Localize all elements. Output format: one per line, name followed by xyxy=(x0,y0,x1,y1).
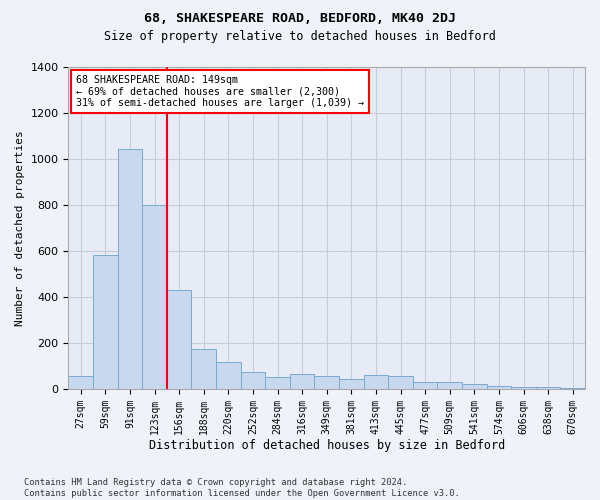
Text: Contains HM Land Registry data © Crown copyright and database right 2024.
Contai: Contains HM Land Registry data © Crown c… xyxy=(24,478,460,498)
Bar xyxy=(191,348,216,389)
Bar xyxy=(487,386,511,389)
X-axis label: Distribution of detached houses by size in Bedford: Distribution of detached houses by size … xyxy=(149,440,505,452)
Bar xyxy=(68,376,93,389)
Bar xyxy=(339,378,364,389)
Bar xyxy=(142,204,167,389)
Bar xyxy=(265,378,290,389)
Bar xyxy=(388,376,413,389)
Bar xyxy=(536,386,560,389)
Bar xyxy=(364,375,388,389)
Text: Size of property relative to detached houses in Bedford: Size of property relative to detached ho… xyxy=(104,30,496,43)
Text: 68 SHAKESPEARE ROAD: 149sqm
← 69% of detached houses are smaller (2,300)
31% of : 68 SHAKESPEARE ROAD: 149sqm ← 69% of det… xyxy=(76,74,364,108)
Bar xyxy=(216,362,241,389)
Bar xyxy=(560,388,585,389)
Bar xyxy=(118,150,142,389)
Bar xyxy=(167,290,191,389)
Bar xyxy=(511,386,536,389)
Bar xyxy=(462,384,487,389)
Text: 68, SHAKESPEARE ROAD, BEDFORD, MK40 2DJ: 68, SHAKESPEARE ROAD, BEDFORD, MK40 2DJ xyxy=(144,12,456,26)
Bar xyxy=(93,256,118,389)
Bar xyxy=(314,376,339,389)
Y-axis label: Number of detached properties: Number of detached properties xyxy=(15,130,25,326)
Bar xyxy=(413,382,437,389)
Bar xyxy=(241,372,265,389)
Bar xyxy=(437,382,462,389)
Bar xyxy=(290,374,314,389)
